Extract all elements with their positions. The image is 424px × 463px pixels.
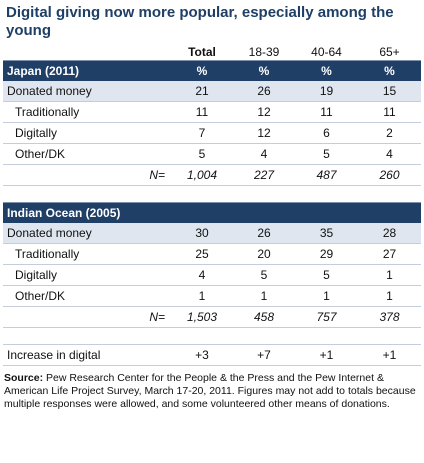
table-row: Other/DK 5 4 5 4 <box>3 143 421 165</box>
table-cell: 5 <box>233 264 295 286</box>
table-cell: 378 <box>358 306 421 328</box>
table-cell: 27 <box>358 243 421 265</box>
row-label: Traditionally <box>3 101 171 123</box>
table-cell: 11 <box>171 101 233 123</box>
sample-size-label: N= <box>3 306 171 328</box>
table-row: Digitally 4 5 5 1 <box>3 264 421 286</box>
table-cell: 35 <box>295 223 358 244</box>
table-cell: 1 <box>171 285 233 307</box>
table-cell: 227 <box>233 164 295 186</box>
table-cell: 5 <box>171 143 233 165</box>
table-cell: 29 <box>295 243 358 265</box>
table-cell: 26 <box>233 81 295 102</box>
table-row: Traditionally 25 20 29 27 <box>3 243 421 265</box>
section-label: Indian Ocean (2005) <box>3 202 171 223</box>
table-cell: 1 <box>358 264 421 286</box>
column-header-row: Total 18-39 40-64 65+ <box>3 40 421 61</box>
table-cell: 1,004 <box>171 164 233 186</box>
table-cell: +3 <box>171 344 233 366</box>
unit-label: % <box>171 60 233 81</box>
table-row: Other/DK 1 1 1 1 <box>3 285 421 307</box>
column-header-18-39: 18-39 <box>248 45 280 59</box>
source-lead: Source: <box>4 372 44 384</box>
row-label: Donated money <box>3 223 171 244</box>
table-row: Digitally 7 12 6 2 <box>3 122 421 144</box>
table-cell: +1 <box>295 344 358 366</box>
table-cell: 30 <box>171 223 233 244</box>
table-cell: 487 <box>295 164 358 186</box>
sample-size-row: N= 1,004 227 487 260 <box>3 164 421 186</box>
table-cell: 7 <box>171 122 233 144</box>
table-cell: 260 <box>358 164 421 186</box>
table-cell: +1 <box>358 344 421 366</box>
column-header-40-64: 40-64 <box>311 45 342 59</box>
sample-size-row: N= 1,503 458 757 378 <box>3 306 421 328</box>
row-label: Digitally <box>3 264 171 286</box>
table-row: Traditionally 11 12 11 11 <box>3 101 421 123</box>
row-label: Other/DK <box>3 143 171 165</box>
table-cell: 6 <box>295 122 358 144</box>
table-cell: 11 <box>358 101 421 123</box>
table-row: Donated money 30 26 35 28 <box>3 223 421 244</box>
table-cell: 4 <box>358 143 421 165</box>
table-cell: 26 <box>233 223 295 244</box>
table-cell: 25 <box>171 243 233 265</box>
table-cell: 1,503 <box>171 306 233 328</box>
row-label: Digitally <box>3 122 171 144</box>
table-cell: 12 <box>233 101 295 123</box>
table-cell: 5 <box>295 143 358 165</box>
table-row: Donated money 21 26 19 15 <box>3 81 421 102</box>
table-cell: +7 <box>233 344 295 366</box>
table-cell: 20 <box>233 243 295 265</box>
row-label: Traditionally <box>3 243 171 265</box>
table-cell: 4 <box>233 143 295 165</box>
section-header-indian-ocean: Indian Ocean (2005) <box>3 202 421 223</box>
table-cell: 1 <box>233 285 295 307</box>
page-title: Digital giving now more popular, especia… <box>6 4 394 39</box>
table-cell: 757 <box>295 306 358 328</box>
sample-size-label: N= <box>3 164 171 186</box>
table-cell: 1 <box>295 285 358 307</box>
section-label: Japan (2011) <box>3 60 171 81</box>
unit-label: % <box>233 60 295 81</box>
row-label: Increase in digital <box>3 344 171 366</box>
row-label: Donated money <box>3 81 171 102</box>
table-cell: 5 <box>295 264 358 286</box>
table-cell: 28 <box>358 223 421 244</box>
column-header-total: Total <box>188 45 216 59</box>
source-text: Pew Research Center for the People & the… <box>4 372 416 410</box>
table-cell: 12 <box>233 122 295 144</box>
table-cell: 1 <box>358 285 421 307</box>
table-cell: 15 <box>358 81 421 102</box>
unit-label: % <box>295 60 358 81</box>
table-cell: 11 <box>295 101 358 123</box>
section-header-japan: Japan (2011) % % % % <box>3 60 421 81</box>
table-cell: 19 <box>295 81 358 102</box>
increase-row: Increase in digital +3 +7 +1 +1 <box>3 344 421 366</box>
column-header-65-plus: 65+ <box>379 45 400 59</box>
table-cell: 458 <box>233 306 295 328</box>
table-cell: 21 <box>171 81 233 102</box>
table-cell: 4 <box>171 264 233 286</box>
row-label: Other/DK <box>3 285 171 307</box>
giving-table: Total 18-39 40-64 65+ Japan (2011) % % %… <box>3 40 421 366</box>
source-note: Source: Pew Research Center for the Peop… <box>4 372 420 411</box>
table-cell: 2 <box>358 122 421 144</box>
unit-label: % <box>358 60 421 81</box>
